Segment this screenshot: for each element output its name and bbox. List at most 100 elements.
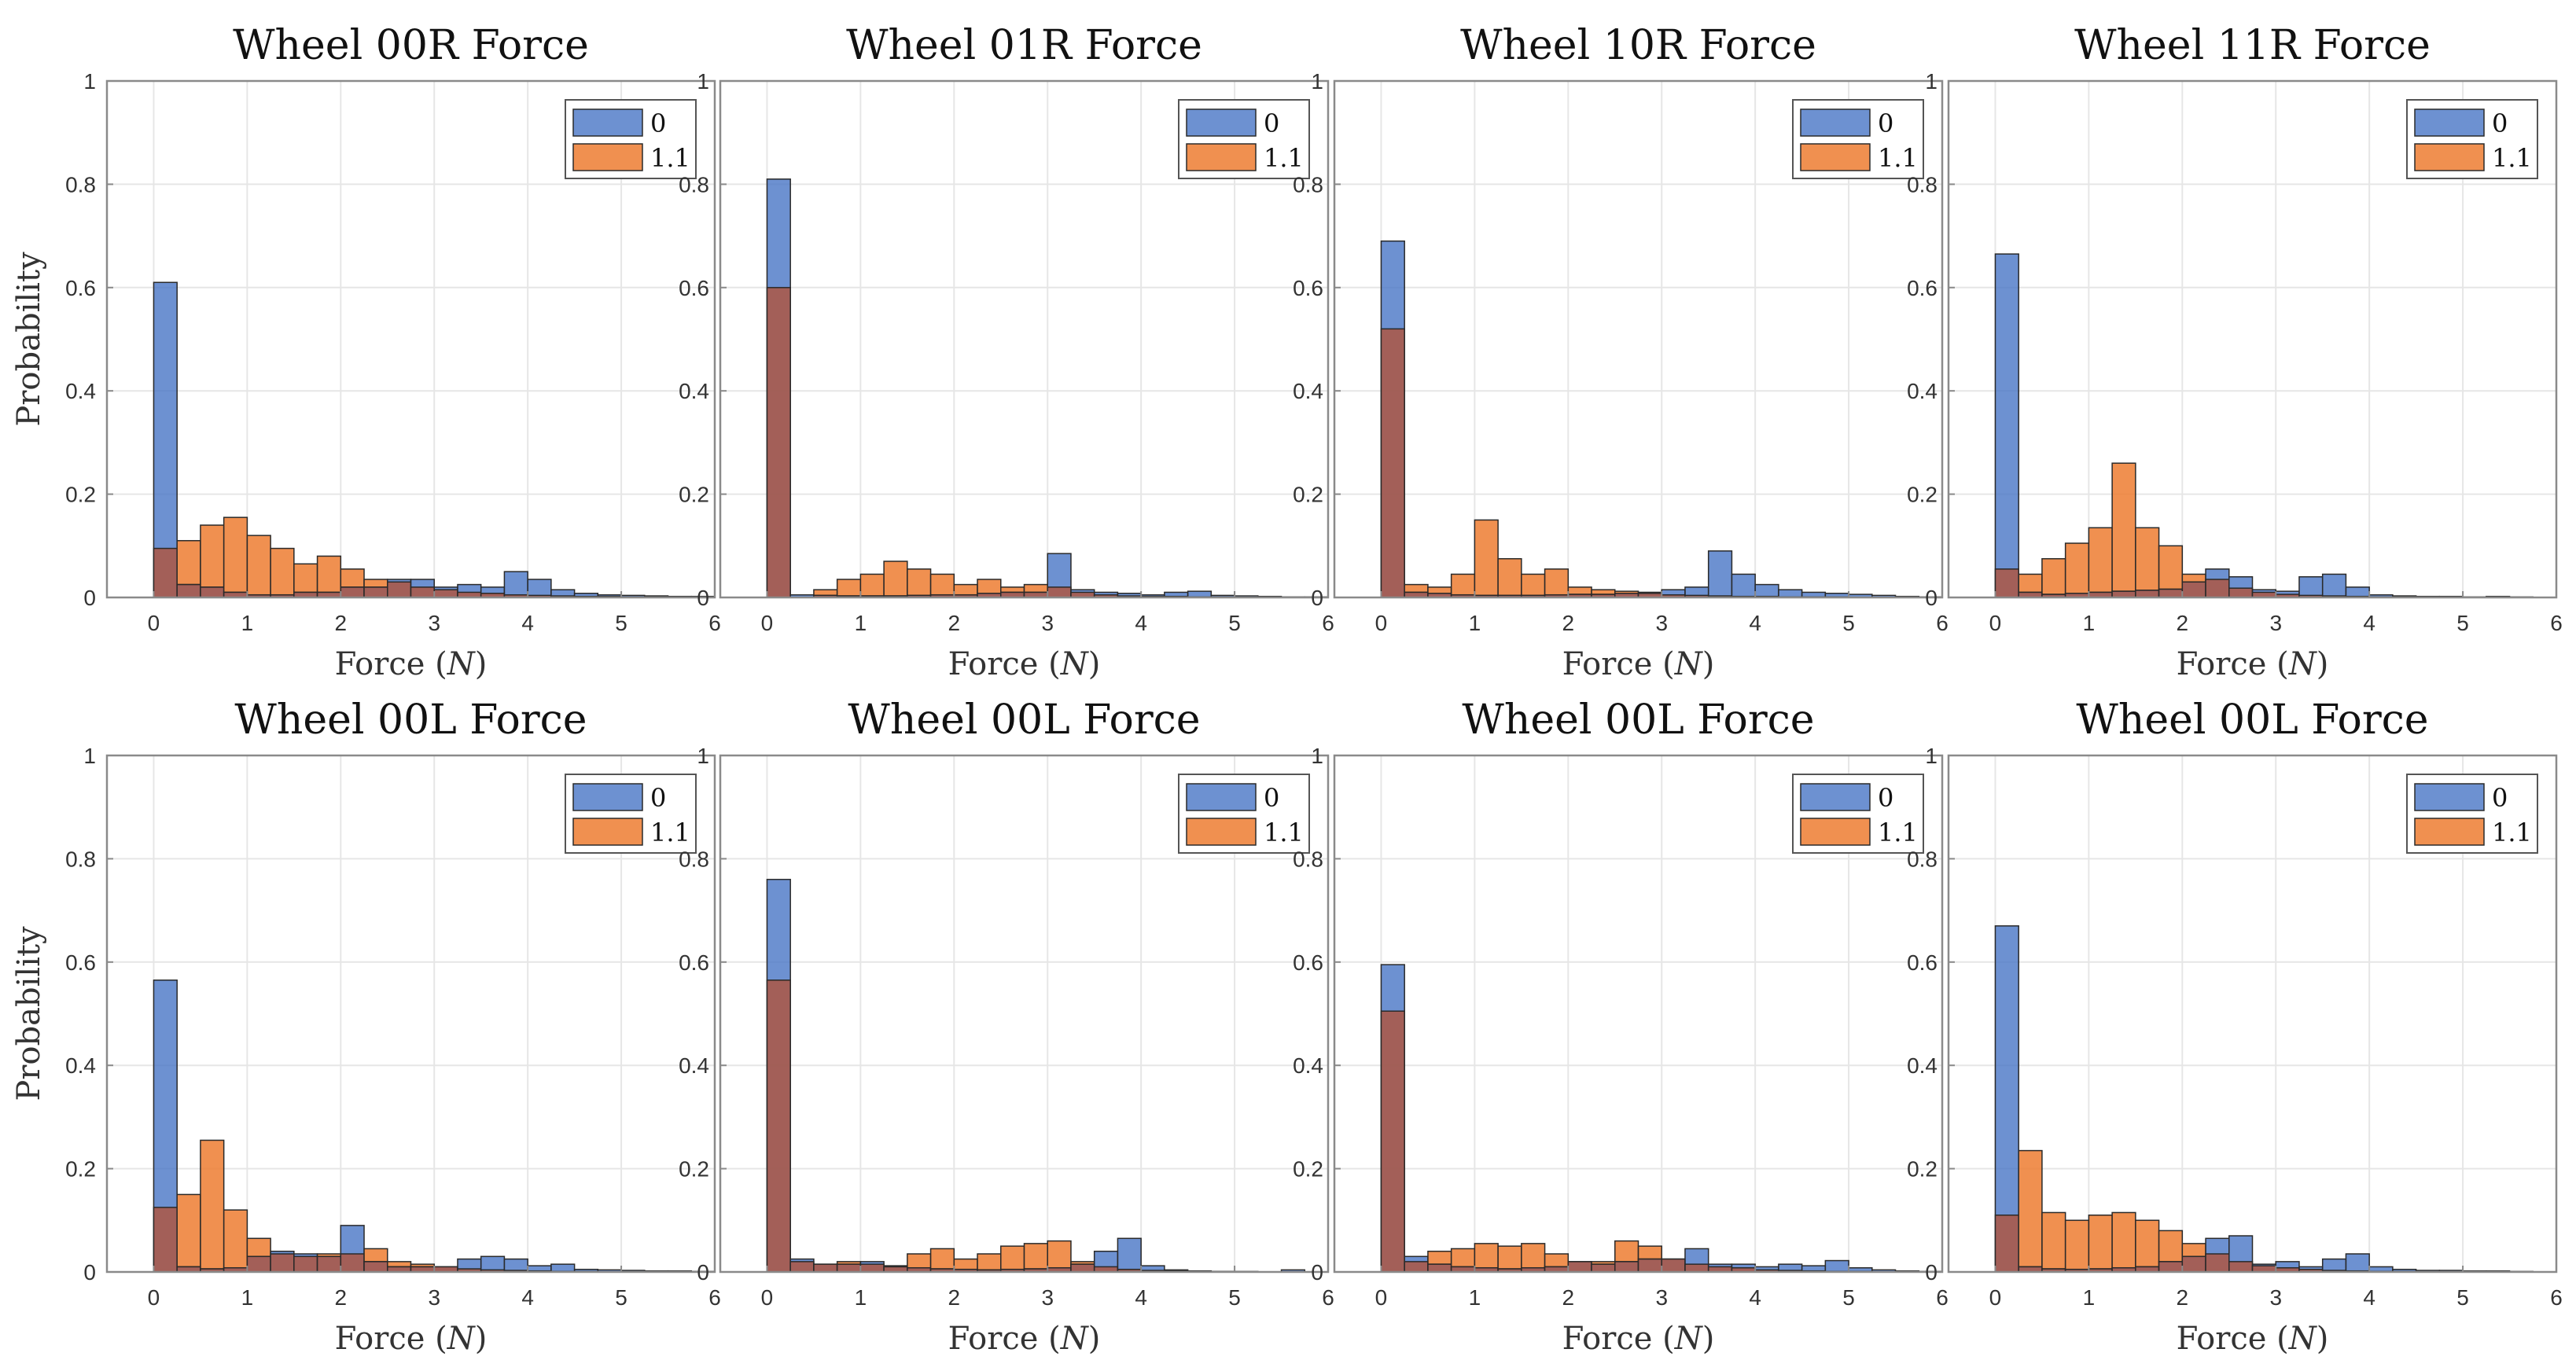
y-tick-label: 0.2 [65, 483, 96, 507]
bar-series1-bin8 [1567, 586, 1592, 595]
bar-series1-bin7 [1544, 568, 1570, 596]
x-tick-label: 2 [948, 1285, 961, 1310]
y-tick-label: 0 [697, 586, 709, 610]
bar-overlap-bin9 [1591, 1263, 1616, 1273]
x-tick-label: 4 [1749, 1285, 1761, 1310]
y-tick-label: 0 [83, 586, 96, 610]
x-tick-label: 3 [428, 1285, 440, 1310]
bar-series1-bin4 [2088, 1214, 2113, 1270]
bar-series1-bin8 [953, 583, 978, 596]
y-tick-label: 0.4 [1293, 1053, 1323, 1078]
bar-series1-bin8 [2181, 1243, 2206, 1258]
x-axis-label-prefix: Force ( [948, 646, 1061, 682]
bar-series1-bin12 [1047, 1240, 1072, 1269]
legend-swatch-1 [572, 143, 643, 171]
y-tick-label: 0.2 [1293, 1157, 1323, 1182]
y-tick-label: 0 [1925, 586, 1938, 610]
bar-series1-bin3 [1450, 1248, 1476, 1268]
bar-series0-bin0 [1994, 925, 2019, 1273]
x-tick-label: 1 [855, 611, 867, 635]
legend-swatch-1 [2414, 143, 2485, 171]
x-tick-label: 0 [148, 611, 160, 635]
bar-series0-bin16 [527, 579, 552, 598]
legend-label-1: 1.1 [650, 143, 690, 173]
bar-overlap-bin1 [176, 583, 201, 598]
bar-series1-bin1 [2018, 1149, 2043, 1268]
legend: 01.1 [2406, 99, 2538, 179]
y-tick-label: 0.2 [1293, 483, 1323, 507]
bar-overlap-bin4 [246, 1255, 271, 1273]
x-tick-label: 0 [1375, 1285, 1388, 1310]
x-tick-label: 1 [2083, 611, 2096, 635]
y-tick-label: 0 [1311, 1260, 1323, 1285]
legend-label-1: 1.1 [1878, 143, 1918, 173]
bar-overlap-bin8 [1567, 1261, 1592, 1273]
y-tick-label: 0.4 [65, 379, 96, 403]
y-tick-label: 0.8 [679, 172, 709, 197]
axes-frame [1333, 754, 1944, 1274]
x-tick-label: 3 [1041, 1285, 1054, 1310]
y-tick-label: 0.4 [1293, 379, 1323, 403]
bar-overlap-bin2 [1427, 1263, 1452, 1273]
bar-overlap-bin8 [340, 586, 365, 598]
x-axis-label: Force (N) [2177, 1321, 2329, 1357]
bar-series1-bin2 [2041, 1211, 2066, 1270]
bar-series0-bin14 [2321, 573, 2347, 598]
bar-series1-bin11 [1023, 1243, 1048, 1270]
legend: 01.1 [1792, 774, 1924, 854]
bar-overlap-bin0 [1994, 568, 2019, 598]
bar-series1-bin3 [2064, 542, 2090, 594]
y-tick-label: 0.2 [1907, 483, 1938, 507]
legend-label-0: 0 [650, 783, 666, 813]
legend-label-1: 1.1 [2492, 818, 2532, 847]
y-tick-label: 1 [1311, 744, 1323, 768]
x-tick-label: 2 [2177, 611, 2189, 635]
x-axis-label-suffix: ) [1088, 1321, 1101, 1357]
x-axis-label-suffix: ) [1702, 1321, 1715, 1357]
bar-series1-bin4 [2088, 527, 2113, 594]
x-axis-label-prefix: Force ( [2177, 646, 2289, 682]
axes-frame [1947, 79, 2558, 599]
y-tick-label: 0.6 [1293, 950, 1323, 975]
bar-series1-bin4 [246, 535, 271, 596]
bar-overlap-bin0 [1380, 328, 1405, 598]
bar-series1-bin9 [363, 1248, 388, 1263]
legend-label-1: 1.1 [650, 818, 690, 847]
panel-title: Wheel 00R Force [233, 22, 589, 69]
x-tick-label: 4 [1749, 611, 1761, 635]
bar-series1-bin7 [1544, 1253, 1570, 1268]
x-tick-label: 2 [2177, 1285, 2189, 1310]
bar-series1-bin9 [1591, 589, 1616, 595]
axes-frame [1333, 79, 1944, 599]
bar-series1-bin3 [1450, 573, 1476, 596]
x-tick-label: 5 [615, 1285, 627, 1310]
bar-series1-bin10 [1000, 1245, 1025, 1270]
axes-frame [105, 754, 716, 1274]
x-axis-label-var: N [1674, 646, 1704, 682]
bar-series1-bin8 [953, 1258, 978, 1270]
bar-overlap-bin0 [153, 1207, 178, 1273]
x-tick-label: 3 [1655, 1285, 1668, 1310]
bar-series1-bin7 [2158, 545, 2184, 590]
bar-series1-bin2 [200, 1139, 225, 1270]
bar-overlap-bin9 [2205, 579, 2230, 598]
x-tick-label: 2 [1562, 1285, 1575, 1310]
bar-overlap-bin2 [813, 1263, 838, 1273]
y-tick-label: 0.6 [679, 276, 709, 300]
y-tick-label: 1 [697, 69, 709, 94]
bar-series1-bin5 [883, 561, 908, 597]
bar-overlap-bin12 [1047, 586, 1072, 598]
x-tick-label: 6 [1936, 611, 1949, 635]
x-axis-label-suffix: ) [475, 646, 488, 682]
bar-series0-bin14 [1707, 550, 1733, 598]
bar-series1-bin7 [929, 1248, 955, 1270]
x-tick-label: 6 [1936, 1285, 1949, 1310]
bar-series1-bin8 [340, 568, 365, 588]
legend-label-1: 1.1 [1264, 818, 1304, 847]
bar-series1-bin1 [176, 539, 201, 586]
bar-overlap-bin9 [363, 586, 388, 598]
x-tick-label: 4 [2363, 1285, 2375, 1310]
x-tick-label: 2 [335, 1285, 348, 1310]
bar-series1-bin3 [223, 516, 248, 594]
x-axis-label-suffix: ) [1702, 646, 1715, 682]
